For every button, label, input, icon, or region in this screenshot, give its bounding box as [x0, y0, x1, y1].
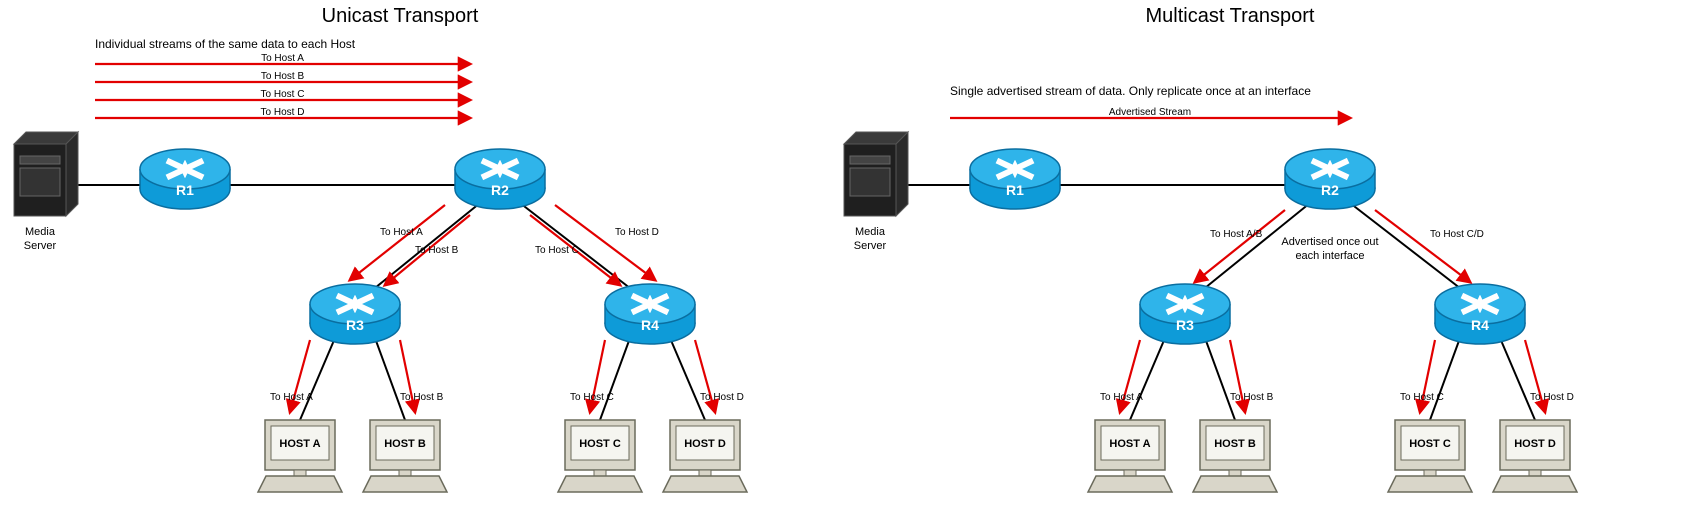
stream-label: To Host A — [261, 53, 304, 64]
svg-text:Server: Server — [24, 240, 57, 252]
stream-label: Advertised Stream — [1109, 107, 1191, 118]
unicast-panel: Unicast Transport Individual streams of t… — [14, 5, 747, 492]
svg-text:To Host D: To Host D — [615, 227, 659, 238]
svg-text:R3: R3 — [1176, 317, 1194, 333]
stream-label: To Host B — [261, 71, 305, 82]
multicast-panel: Multicast Transport Single advertised str… — [844, 5, 1577, 492]
stream-label: To Host D — [261, 107, 305, 118]
svg-text:HOST C: HOST C — [579, 438, 621, 450]
svg-text:Media: Media — [25, 226, 56, 238]
svg-text:HOST C: HOST C — [1409, 438, 1451, 450]
link-line — [1430, 338, 1460, 420]
host-d: HOST D — [1493, 420, 1577, 492]
label: To Host A — [270, 392, 313, 403]
label: To Host D — [700, 392, 744, 403]
media-server-icon — [844, 132, 908, 216]
panel-subtitle: Single advertised stream of data. Only r… — [950, 84, 1311, 98]
host-d: HOST D — [663, 420, 747, 492]
label: To Host C/D — [1430, 229, 1484, 240]
svg-text:R3: R3 — [346, 317, 364, 333]
label: To Host A — [380, 227, 423, 238]
svg-text:R1: R1 — [176, 182, 194, 198]
label: To Host A — [1100, 392, 1143, 403]
panel-subtitle: Individual streams of the same data to e… — [95, 37, 356, 51]
link-line — [375, 338, 405, 420]
svg-text:To Host C: To Host C — [535, 245, 579, 256]
svg-text:Server: Server — [854, 240, 887, 252]
svg-text:R2: R2 — [1321, 182, 1339, 198]
label: To Host A/B — [1210, 229, 1263, 240]
svg-text:HOST A: HOST A — [1109, 438, 1150, 450]
label: To Host C — [535, 245, 579, 256]
svg-text:Media: Media — [855, 226, 886, 238]
arrow-r2-r3 — [1195, 210, 1285, 282]
label: To Host B — [1230, 392, 1274, 403]
link-line — [1130, 338, 1165, 420]
stream-label: To Host C — [261, 89, 305, 100]
router-r3: R3 — [1140, 284, 1230, 344]
svg-text:each interface: each interface — [1295, 250, 1364, 262]
svg-text:To Host B: To Host B — [400, 392, 444, 403]
media-server-label: Media Server — [854, 226, 887, 252]
label: To Host D — [615, 227, 659, 238]
host-a: HOST A — [258, 420, 342, 492]
svg-text:To Host A: To Host A — [270, 392, 313, 403]
panel-title: Unicast Transport — [322, 5, 479, 27]
svg-text:To Host B: To Host B — [1230, 392, 1274, 403]
svg-text:HOST A: HOST A — [279, 438, 320, 450]
router-r1: R1 — [140, 149, 230, 209]
router-r4: R4 — [1435, 284, 1525, 344]
svg-text:To Host D: To Host D — [1530, 392, 1574, 403]
svg-text:To Host C: To Host C — [1400, 392, 1444, 403]
arrow-r2-r4 — [1375, 210, 1470, 282]
svg-text:To Host D: To Host D — [700, 392, 744, 403]
svg-text:To Host A/B: To Host A/B — [1210, 229, 1263, 240]
label: To Host B — [400, 392, 444, 403]
link-line — [300, 338, 335, 420]
host-c: HOST C — [558, 420, 642, 492]
host-b: HOST B — [363, 420, 447, 492]
svg-text:R1: R1 — [1006, 182, 1024, 198]
link-line — [1205, 338, 1235, 420]
svg-text:Advertised once out: Advertised once out — [1281, 236, 1378, 248]
router-r3: R3 — [310, 284, 400, 344]
host-b: HOST B — [1193, 420, 1277, 492]
label: To Host B — [415, 245, 459, 256]
svg-text:R4: R4 — [641, 317, 659, 333]
svg-text:To Host B: To Host B — [415, 245, 459, 256]
media-server-icon — [14, 132, 78, 216]
host-a: HOST A — [1088, 420, 1172, 492]
svg-text:To Host C: To Host C — [570, 392, 614, 403]
mid-caption: Advertised once out each interface — [1281, 236, 1378, 262]
host-c: HOST C — [1388, 420, 1472, 492]
svg-text:To Host A: To Host A — [380, 227, 423, 238]
label: To Host C — [570, 392, 614, 403]
panel-title: Multicast Transport — [1146, 5, 1315, 27]
svg-text:To Host A: To Host A — [1100, 392, 1143, 403]
svg-text:HOST D: HOST D — [684, 438, 726, 450]
svg-text:R2: R2 — [491, 182, 509, 198]
router-r1: R1 — [970, 149, 1060, 209]
router-r2: R2 — [1285, 149, 1375, 209]
label: To Host C — [1400, 392, 1444, 403]
svg-text:HOST D: HOST D — [1514, 438, 1556, 450]
router-r4: R4 — [605, 284, 695, 344]
media-server-label: Media Server — [24, 226, 57, 252]
link-line — [670, 338, 705, 420]
svg-text:To Host C/D: To Host C/D — [1430, 229, 1484, 240]
link-line — [600, 338, 630, 420]
svg-text:HOST B: HOST B — [384, 438, 426, 450]
label: To Host D — [1530, 392, 1574, 403]
svg-text:HOST B: HOST B — [1214, 438, 1256, 450]
link-line — [1500, 338, 1535, 420]
router-r2: R2 — [455, 149, 545, 209]
svg-text:R4: R4 — [1471, 317, 1489, 333]
